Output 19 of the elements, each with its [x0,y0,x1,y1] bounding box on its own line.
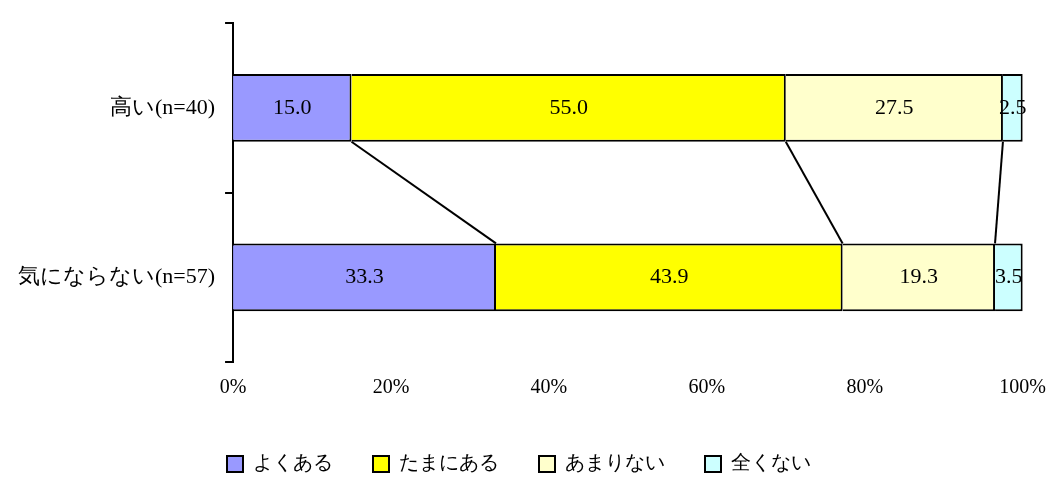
legend-label: 全くない [731,451,811,474]
x-tick-label: 80% [846,375,884,398]
x-tick-label: 40% [530,375,568,398]
x-tick-label: 0% [219,375,247,398]
y-tick-label: 高い(n=40) [110,93,216,119]
data-label: 55.0 [549,93,588,119]
legend-label: よくある [253,451,333,474]
data-label: 43.9 [650,263,689,289]
legend-label: あまりない [565,451,665,474]
data-label: 15.0 [273,93,312,119]
data-label: 33.3 [345,263,384,289]
y-tick-label: 気にならない(n=57) [18,263,216,289]
x-tick-label: 60% [688,375,726,398]
x-tick-label: 20% [372,375,410,398]
legend-label: たまにある [399,451,499,474]
x-tick-label: 100% [999,375,1047,398]
data-label: 19.3 [899,263,939,289]
data-label: 27.5 [875,93,914,119]
data-label: 3.5 [995,263,1023,289]
